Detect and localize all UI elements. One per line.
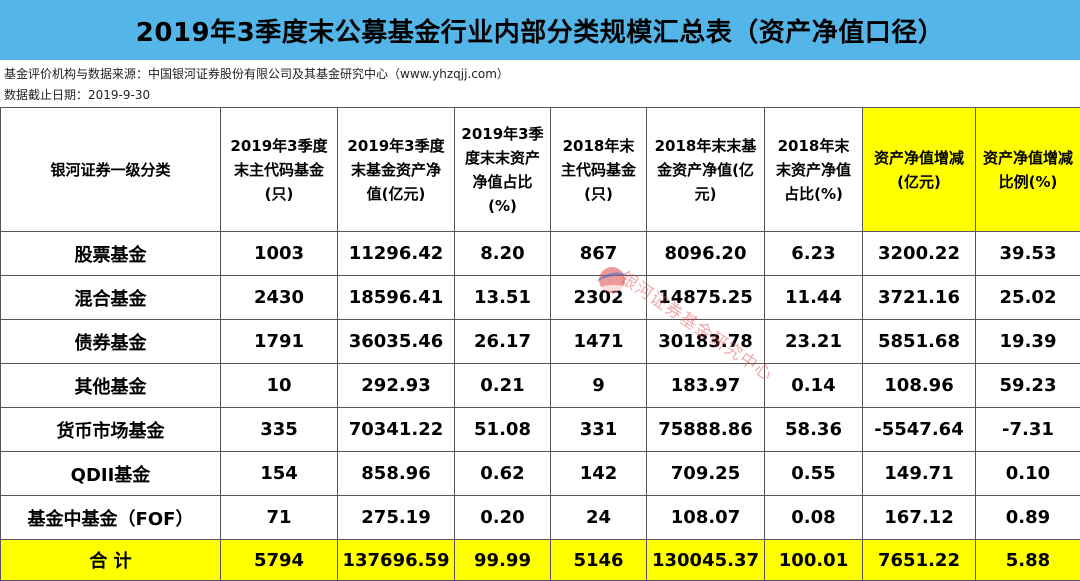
- title-banner: 2019年3季度末公募基金行业内部分类规模汇总表（资产净值口径）: [0, 0, 1080, 60]
- cell: 13.51: [455, 276, 551, 320]
- cell: 0.89: [976, 496, 1080, 540]
- cell: 10: [221, 364, 338, 408]
- total-cell: 7651.22: [863, 540, 976, 581]
- cell: 149.71: [863, 452, 976, 496]
- cell: 11296.42: [338, 232, 455, 276]
- cell: 26.17: [455, 320, 551, 364]
- header-2019q3-count: 2019年3季度末主代码基金(只): [221, 108, 338, 232]
- cell: 39.53: [976, 232, 1080, 276]
- total-row: 合 计 5794 137696.59 99.99 5146 130045.37 …: [1, 540, 1080, 581]
- cell: 71: [221, 496, 338, 540]
- cell: 183.97: [647, 364, 765, 408]
- cell: -5547.64: [863, 408, 976, 452]
- cell: 75888.86: [647, 408, 765, 452]
- data-date-text: 数据截止日期：2019-9-30: [4, 86, 150, 103]
- cell: 167.12: [863, 496, 976, 540]
- cell: 0.62: [455, 452, 551, 496]
- cell: 3721.16: [863, 276, 976, 320]
- table-row: 货币市场基金 335 70341.22 51.08 331 75888.86 5…: [1, 408, 1080, 452]
- cell: 709.25: [647, 452, 765, 496]
- table-row: 混合基金 2430 18596.41 13.51 2302 14875.25 1…: [1, 276, 1080, 320]
- cell: 335: [221, 408, 338, 452]
- total-cell: 100.01: [765, 540, 863, 581]
- cell: 1791: [221, 320, 338, 364]
- table-row: 其他基金 10 292.93 0.21 9 183.97 0.14 108.96…: [1, 364, 1080, 408]
- header-2018-nav: 2018年末末基金资产净值(亿元): [647, 108, 765, 232]
- row-category: 货币市场基金: [1, 408, 221, 452]
- cell: 0.21: [455, 364, 551, 408]
- cell: 36035.46: [338, 320, 455, 364]
- header-nav-change-pct: 资产净值增减比例(%): [976, 108, 1080, 232]
- cell: 8096.20: [647, 232, 765, 276]
- cell: 292.93: [338, 364, 455, 408]
- cell: 331: [551, 408, 647, 452]
- cell: 23.21: [765, 320, 863, 364]
- row-category: 混合基金: [1, 276, 221, 320]
- table-row: 基金中基金（FOF） 71 275.19 0.20 24 108.07 0.08…: [1, 496, 1080, 540]
- cell: 24: [551, 496, 647, 540]
- cell: 1003: [221, 232, 338, 276]
- fund-scale-table: 银河证券一级分类 2019年3季度末主代码基金(只) 2019年3季度末基金资产…: [0, 107, 1080, 581]
- header-nav-change: 资产净值增减(亿元): [863, 108, 976, 232]
- cell: 1471: [551, 320, 647, 364]
- header-2018-count: 2018年末主代码基金(只): [551, 108, 647, 232]
- header-2019q3-nav: 2019年3季度末基金资产净值(亿元): [338, 108, 455, 232]
- cell: 142: [551, 452, 647, 496]
- cell: 51.08: [455, 408, 551, 452]
- table-row: 债券基金 1791 36035.46 26.17 1471 30183.78 2…: [1, 320, 1080, 364]
- cell: 2430: [221, 276, 338, 320]
- row-category: 债券基金: [1, 320, 221, 364]
- cell: 0.55: [765, 452, 863, 496]
- table-row: QDII基金 154 858.96 0.62 142 709.25 0.55 1…: [1, 452, 1080, 496]
- row-category: QDII基金: [1, 452, 221, 496]
- total-cell: 99.99: [455, 540, 551, 581]
- cell: 58.36: [765, 408, 863, 452]
- row-category: 其他基金: [1, 364, 221, 408]
- total-cell: 130045.37: [647, 540, 765, 581]
- total-cell: 5794: [221, 540, 338, 581]
- cell: 0.14: [765, 364, 863, 408]
- total-cell: 5.88: [976, 540, 1080, 581]
- cell: -7.31: [976, 408, 1080, 452]
- cell: 14875.25: [647, 276, 765, 320]
- total-label: 合 计: [1, 540, 221, 581]
- cell: 9: [551, 364, 647, 408]
- cell: 0.20: [455, 496, 551, 540]
- header-category: 银河证券一级分类: [1, 108, 221, 232]
- cell: 25.02: [976, 276, 1080, 320]
- cell: 30183.78: [647, 320, 765, 364]
- cell: 867: [551, 232, 647, 276]
- total-cell: 137696.59: [338, 540, 455, 581]
- cell: 154: [221, 452, 338, 496]
- row-category: 基金中基金（FOF）: [1, 496, 221, 540]
- total-cell: 5146: [551, 540, 647, 581]
- cell: 108.96: [863, 364, 976, 408]
- cell: 18596.41: [338, 276, 455, 320]
- cell: 6.23: [765, 232, 863, 276]
- data-source-text: 基金评价机构与数据来源：中国银河证券股份有限公司及其基金研究中心（www.yhz…: [4, 65, 509, 82]
- cell: 11.44: [765, 276, 863, 320]
- cell: 19.39: [976, 320, 1080, 364]
- cell: 0.10: [976, 452, 1080, 496]
- cell: 0.08: [765, 496, 863, 540]
- cell: 2302: [551, 276, 647, 320]
- cell: 70341.22: [338, 408, 455, 452]
- cell: 3200.22: [863, 232, 976, 276]
- row-category: 股票基金: [1, 232, 221, 276]
- cell: 59.23: [976, 364, 1080, 408]
- cell: 108.07: [647, 496, 765, 540]
- header-2018-share: 2018年末末资产净值占比(%): [765, 108, 863, 232]
- cell: 8.20: [455, 232, 551, 276]
- table-row: 股票基金 1003 11296.42 8.20 867 8096.20 6.23…: [1, 232, 1080, 276]
- cell: 275.19: [338, 496, 455, 540]
- table-header-row: 银河证券一级分类 2019年3季度末主代码基金(只) 2019年3季度末基金资产…: [1, 108, 1080, 232]
- page-title: 2019年3季度末公募基金行业内部分类规模汇总表（资产净值口径）: [136, 12, 944, 49]
- cell: 858.96: [338, 452, 455, 496]
- header-2019q3-share: 2019年3季度末末资产净值占比(%): [455, 108, 551, 232]
- meta-info: 基金评价机构与数据来源：中国银河证券股份有限公司及其基金研究中心（www.yhz…: [0, 60, 1080, 108]
- cell: 5851.68: [863, 320, 976, 364]
